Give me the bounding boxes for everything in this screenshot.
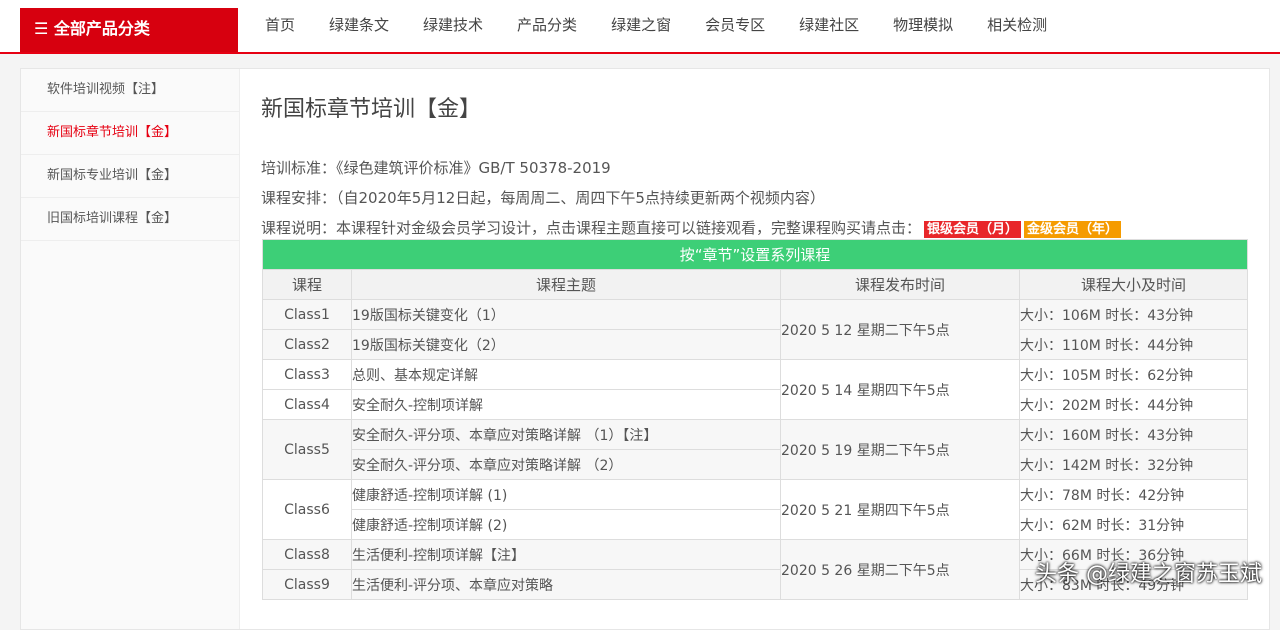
course-size: 大小：105M 时长：62分钟 xyxy=(1018,359,1249,390)
nav-items: 首页 绿建条文 绿建技术 产品分类 绿建之窗 会员专区 绿建社区 物理模拟 相关检测 xyxy=(248,0,1064,48)
course-size: 大小：62M 时长：31分钟 xyxy=(1018,509,1249,540)
nav-item[interactable]: 首页 xyxy=(265,15,296,34)
course-topic[interactable]: 总则、基本规定详解 xyxy=(351,359,781,390)
release-date: 2020 5 19 星期二下午5点 xyxy=(780,419,1020,480)
course-topic[interactable]: 生活便利-评分项、本章应对策略 xyxy=(351,569,781,600)
column-header: 课程大小及时间 xyxy=(1018,269,1249,300)
course-row: Class8 生活便利-控制项详解【注】 2020 5 26 星期二下午5点 大小：6… xyxy=(262,539,1249,600)
class-name: Class6 xyxy=(262,479,352,540)
table-banner: 按“章节”设置系列课程 xyxy=(261,239,1249,270)
course-size: 大小：202M 时长：44分钟 xyxy=(1018,389,1249,420)
class-name: Class2 xyxy=(262,329,352,360)
course-size: 大小：160M 时长：43分钟 xyxy=(1018,419,1249,450)
class-name: Class9 xyxy=(262,569,352,600)
nav-item[interactable]: 产品分类 xyxy=(517,15,578,34)
course-row: Class2 19版国标关键变化（2） 大小：110M 时长：44分钟 xyxy=(262,329,1249,360)
info-label: 培训标准： xyxy=(261,159,337,177)
course-topic[interactable]: 19版国标关键变化（2） xyxy=(351,329,781,360)
category-button[interactable]: ☰ 全部产品分类 xyxy=(20,8,238,52)
course-row: Class3 总则、基本规定详解 2020 5 14 星期四下午5点 大小：105M … xyxy=(262,359,1249,420)
class-name: Class8 xyxy=(262,539,352,570)
nav-item[interactable]: 绿建社区 xyxy=(799,15,860,34)
release-date: 2020 5 26 星期二下午5点 xyxy=(780,539,1020,600)
column-header: 课程主题 xyxy=(351,269,781,300)
info-label: 课程安排： xyxy=(261,189,337,207)
info-line: 课程安排：（自2020年5月12日起，每周周二、周四下午5点持续更新两个视频内容… xyxy=(261,183,1121,213)
course-topic[interactable]: 健康舒适-控制项详解 (2) xyxy=(351,509,781,540)
course-row: 健康舒适-控制项详解 (2) 大小：62M 时长：31分钟 xyxy=(263,509,1249,540)
column-header: 课程发布时间 xyxy=(780,269,1020,300)
course-topic[interactable]: 生活便利-控制项详解【注】 xyxy=(351,539,781,570)
member-badge[interactable]: 金级会员（年） xyxy=(1024,221,1122,238)
member-badge[interactable]: 银级会员（月） xyxy=(924,221,1022,238)
class-name: Class5 xyxy=(262,419,352,480)
course-topic[interactable]: 安全耐久-控制项详解 xyxy=(351,389,781,420)
release-date: 2020 5 14 星期四下午5点 xyxy=(780,359,1020,420)
nav-item[interactable]: 绿建技术 xyxy=(423,15,484,34)
course-row: Class5 安全耐久-评分项、本章应对策略详解 （1）【注】 2020 5 19 … xyxy=(262,419,1249,480)
sidebar-item[interactable]: 新国标章节培训【金】 xyxy=(21,112,239,155)
course-table: 按“章节”设置系列课程 课程 课程主题 课程发布时间 课程大小及时间 Class1 19版国… xyxy=(261,239,1249,600)
info-line: 培训标准：《绿色建筑评价标准》GB/T 50378-2019 xyxy=(261,153,1121,183)
watermark: 头条 @绿建之窗苏玉斌 xyxy=(1035,562,1262,587)
header-row: 课程 课程主题 课程发布时间 课程大小及时间 xyxy=(262,269,1249,300)
course-topic[interactable]: 安全耐久-评分项、本章应对策略详解 （1）【注】 xyxy=(351,419,781,450)
course-row: Class6 健康舒适-控制项详解 (1) 2020 5 21 星期四下午5点 大小：… xyxy=(262,479,1249,540)
course-size: 大小：110M 时长：44分钟 xyxy=(1018,329,1249,360)
sidebar-item[interactable]: 新国标专业培训【金】 xyxy=(21,155,239,198)
course-topic[interactable]: 安全耐久-评分项、本章应对策略详解 （2） xyxy=(351,449,781,480)
course-topic[interactable]: 19版国标关键变化（1） xyxy=(351,299,781,330)
banner-row: 按“章节”设置系列课程 xyxy=(261,239,1249,270)
course-size: 大小：142M 时长：32分钟 xyxy=(1018,449,1249,480)
nav-item[interactable]: 相关检测 xyxy=(987,15,1048,34)
sidebar: 软件培训视频【注】 新国标章节培训【金】 新国标专业培训【金】 旧国标培训课程【金】 xyxy=(21,69,240,629)
class-name: Class1 xyxy=(262,299,352,330)
info: 培训标准：《绿色建筑评价标准》GB/T 50378-2019 课程安排：（自202… xyxy=(261,153,1122,245)
nav-item[interactable]: 物理模拟 xyxy=(893,15,954,34)
release-date: 2020 5 21 星期四下午5点 xyxy=(780,479,1020,540)
page-title: 新国标章节培训【金】 xyxy=(261,97,482,122)
nav-item[interactable]: 绿建条文 xyxy=(329,15,390,34)
course-size: 大小：83M 时长：49分钟 xyxy=(1018,569,1249,600)
course-row: 安全耐久-评分项、本章应对策略详解 （2） 大小：142M 时长：32分钟 xyxy=(262,449,1249,480)
course-row: Class9 生活便利-评分项、本章应对策略 大小：83M 时长：49分钟 xyxy=(262,569,1249,600)
course-row: Class1 19版国标关键变化（1） 2020 5 12 星期二下午5点 大小：10… xyxy=(262,299,1249,360)
info-text: 《绿色建筑评价标准》GB/T 50378-2019 xyxy=(336,159,611,177)
nav-bar: ☰ 全部产品分类 首页 绿建条文 绿建技术 产品分类 绿建之窗 会员专区 绿建社区 物理模拟 相… xyxy=(0,0,1280,54)
course-size: 大小：78M 时长：42分钟 xyxy=(1018,479,1249,510)
nav-item[interactable]: 会员专区 xyxy=(705,15,766,34)
column-header: 课程 xyxy=(262,269,352,300)
info-text: 本课程针对金级会员学习设计，点击课程主题直接可以链接观看，完整课程购买请点击： xyxy=(336,219,922,237)
class-name: Class3 xyxy=(262,359,352,390)
sidebar-item[interactable]: 软件培训视频【注】 xyxy=(21,69,239,112)
info-text: （自2020年5月12日起，每周周二、周四下午5点持续更新两个视频内容） xyxy=(336,189,825,207)
course-size: 大小：66M 时长：36分钟 xyxy=(1018,539,1249,570)
content: 软件培训视频【注】 新国标章节培训【金】 新国标专业培训【金】 旧国标培训课程【金】 … xyxy=(20,68,1270,630)
info-label: 课程说明： xyxy=(261,219,337,237)
release-date: 2020 5 12 星期二下午5点 xyxy=(780,299,1020,360)
class-name: Class4 xyxy=(262,389,352,420)
course-topic[interactable]: 健康舒适-控制项详解 (1) xyxy=(351,479,781,510)
nav-item[interactable]: 绿建之窗 xyxy=(611,15,672,34)
info-line: 课程说明：本课程针对金级会员学习设计，点击课程主题直接可以链接观看，完整课程购买… xyxy=(261,213,1122,245)
sidebar-item[interactable]: 旧国标培训课程【金】 xyxy=(21,198,239,241)
category-label: 全部产品分类 xyxy=(53,19,150,38)
course-row: Class4 安全耐久-控制项详解 大小：202M 时长：44分钟 xyxy=(262,389,1249,420)
course-size: 大小：106M 时长：43分钟 xyxy=(1018,299,1249,330)
